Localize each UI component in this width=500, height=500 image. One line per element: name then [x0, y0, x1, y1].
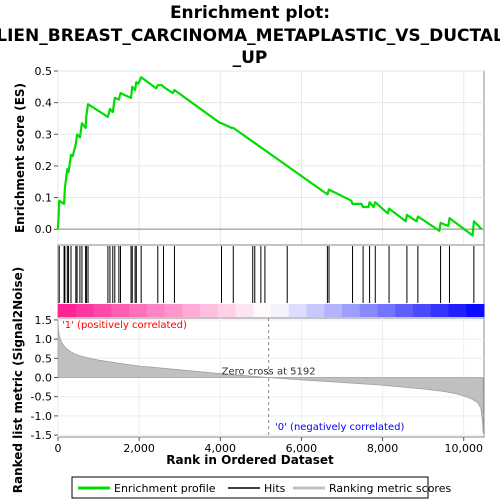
metric-y-ticks: -1.5 -1.0 -0.5 0.0 0.5 1.0 1.5	[31, 314, 58, 442]
x-axis-label: Rank in Ordered Dataset	[166, 453, 334, 467]
rank-color-segment	[182, 304, 201, 317]
x-tick-label: 2,000	[123, 442, 155, 455]
metric-y-tick-label: 1.0	[35, 333, 53, 346]
es-line-layer	[56, 76, 483, 237]
title: Enrichment plot: LIEN_BREAST_CARCINOMA_M…	[0, 3, 500, 68]
legend-enrichment-label: Enrichment profile	[114, 482, 216, 495]
rank-color-segment	[377, 304, 396, 317]
rank-color-segment	[288, 304, 307, 317]
metric-y-tick-label: 0.0	[35, 372, 53, 385]
rank-color-segment	[395, 304, 414, 317]
zero-cross-label: Zero cross at 5192	[222, 367, 316, 378]
rank-color-segment	[235, 304, 254, 317]
es-y-tick-label: 0.4	[35, 97, 53, 110]
rank-color-segment	[164, 304, 183, 317]
es-y-ticks: 0.0 0.1 0.2 0.3 0.4 0.5	[35, 65, 58, 236]
es-y-tick-label: 0.2	[35, 160, 53, 173]
es-panel: 0.0 0.1 0.2 0.3 0.4 0.5 Enrichment score (ES)	[13, 65, 485, 246]
rank-color-segment	[146, 304, 165, 317]
metric-y-tick-label: 0.5	[35, 352, 53, 365]
rank-color-segment	[253, 304, 272, 317]
es-y-tick-label: 0.0	[35, 223, 53, 236]
rank-color-segment	[271, 304, 290, 317]
metric-y-axis-label: Ranked list metric (Signal2Noise)	[11, 267, 25, 494]
enrichment-profile-line	[56, 76, 483, 237]
rank-color-segment	[448, 304, 467, 317]
rank-color-segment	[342, 304, 361, 317]
x-axis-ticks: 0 2,000 4,000 6,000 8,000 10,000	[55, 437, 483, 455]
x-tick-label: 4,000	[205, 442, 237, 455]
es-panel-frame	[57, 70, 485, 246]
x-tick-label: 8,000	[367, 442, 399, 455]
es-y-axis-label: Enrichment score (ES)	[13, 83, 27, 233]
metric-y-tick-label: -1.5	[31, 429, 52, 442]
metric-area-layer	[57, 319, 484, 434]
rank-color-segment	[430, 304, 449, 317]
legend: Enrichment profile Hits Ranking metric s…	[71, 476, 451, 499]
rank-color-segment	[111, 304, 130, 317]
metric-y-tick-label: -0.5	[31, 391, 52, 404]
rank-color-bar	[58, 304, 485, 317]
negative-correlation-label: '0' (negatively correlated)	[275, 422, 404, 433]
metric-y-tick-label: 1.5	[35, 314, 53, 327]
ranking-metric-area	[57, 319, 484, 434]
es-y-tick-label: 0.3	[35, 128, 53, 141]
metric-y-tick-label: -1.0	[31, 410, 52, 423]
rank-color-segment	[200, 304, 219, 317]
metric-panel: -1.5 -1.0 -0.5 0.0 0.5 1.0 1.5 Zero cross at 5…	[11, 267, 485, 494]
rank-color-segment	[306, 304, 325, 317]
x-tick-label: 0	[55, 442, 62, 455]
legend-metric-label: Ranking metric scores	[329, 482, 451, 495]
title-line-2: LIEN_BREAST_CARCINOMA_METAPLASTIC_VS_DUC…	[0, 26, 500, 46]
rank-color-segment	[58, 304, 77, 317]
rank-color-segment	[413, 304, 432, 317]
rank-color-segment	[466, 304, 485, 317]
positive-correlation-label: '1' (positively correlated)	[62, 320, 187, 331]
rank-color-segment	[324, 304, 343, 317]
rank-color-segment	[359, 304, 378, 317]
rank-color-segment	[217, 304, 236, 317]
es-y-tick-label: 0.5	[35, 65, 53, 78]
hit-bars	[58, 246, 475, 303]
title-line-3: _UP	[233, 48, 268, 68]
title-line-1: Enrichment plot:	[170, 3, 330, 23]
hits-panel	[57, 244, 485, 319]
rank-color-segment	[75, 304, 94, 317]
legend-hits-label: Hits	[264, 482, 286, 495]
x-tick-label: 6,000	[286, 442, 318, 455]
x-tick-label: 10,000	[444, 442, 483, 455]
rank-color-segment	[93, 304, 112, 317]
es-y-tick-label: 0.1	[35, 192, 53, 205]
rank-color-segment	[129, 304, 148, 317]
